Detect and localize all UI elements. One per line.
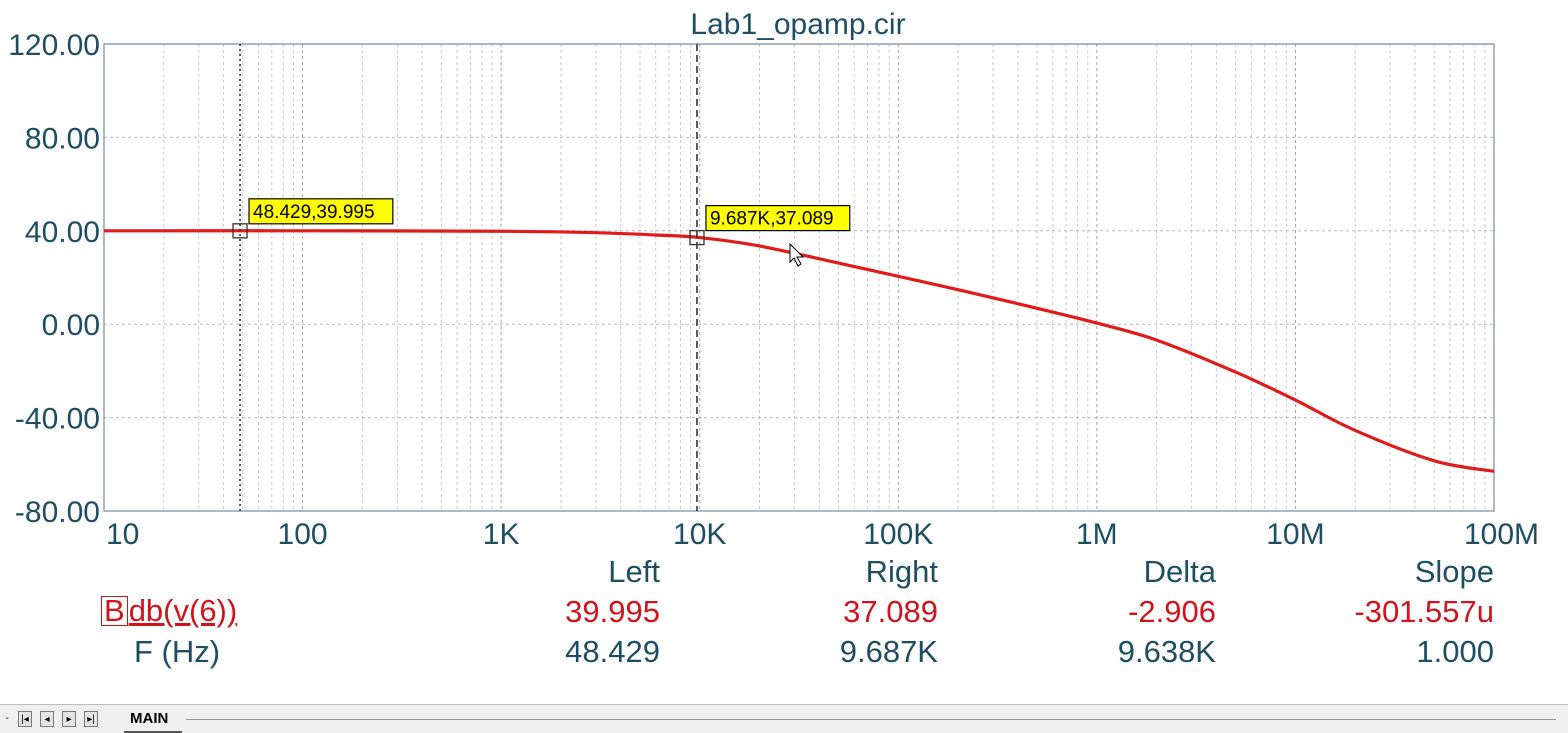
cursor-marker[interactable] [689, 229, 705, 246]
tab-bar-divider [186, 719, 1556, 720]
bode-plot: Lab1_opamp.cir 120.00 80.00 40.00 0.00 -40.0… [8, 8, 1539, 548]
cursor-value-label: 9.687K,37.089 [710, 209, 834, 230]
first-page-icon[interactable]: |◂ [18, 711, 32, 727]
plot-frame [103, 43, 1495, 512]
last-page-icon[interactable]: ▸| [84, 711, 98, 727]
x-tick-label: 10 [106, 518, 139, 548]
trace-left-value: 39.995 [565, 594, 660, 629]
trace-marker-box[interactable]: B [101, 595, 128, 626]
y-axis-ticks: 120.00 80.00 40.00 0.00 -40.00 -80.00 [8, 29, 100, 529]
mouse-pointer-icon [789, 242, 805, 267]
freq-left-value: 48.429 [565, 634, 660, 669]
freq-right-value: 9.687K [839, 634, 938, 669]
trace-slope-value: -301.557u [1354, 594, 1494, 629]
scroll-minus-icon[interactable]: - [5, 713, 9, 724]
tab-main[interactable]: MAIN [124, 707, 183, 733]
page-tab-bar: - |◂ ◂ ▸ ▸| MAIN [0, 704, 1568, 733]
series-layer [103, 229, 1495, 473]
cursor-layer[interactable]: 48.429,39.995 9.687K,37.089 [232, 44, 851, 511]
header-slope: Slope [1414, 554, 1494, 589]
header-right: Right [865, 554, 938, 589]
trace-delta-value: -2.906 [1128, 594, 1216, 629]
x-tick-label: 100M [1464, 518, 1539, 548]
y-tick-label: -80.00 [15, 496, 100, 529]
next-page-icon[interactable]: ▸ [62, 711, 76, 727]
freq-row-label: F (Hz) [134, 634, 221, 669]
cursor-value-box [705, 204, 851, 232]
x-tick-label: 100 [278, 518, 328, 548]
x-axis-ticks: 10 100 1K 10K 100K 1M 10M 100M [106, 518, 1539, 548]
header-delta: Delta [1143, 554, 1216, 589]
y-tick-label: 40.00 [25, 216, 100, 249]
prev-page-icon[interactable]: ◂ [40, 711, 54, 727]
y-tick-label: -40.00 [15, 403, 100, 436]
x-tick-label: 1K [483, 518, 520, 548]
freq-slope-value: 1.000 [1416, 634, 1494, 669]
grid [104, 44, 1494, 511]
freq-delta-value: 9.638K [1117, 634, 1216, 669]
trace-expression[interactable]: db(v(6)) [128, 593, 238, 628]
series-line-db-v-6 [103, 229, 1495, 473]
cursor-value-label: 48.429,39.995 [253, 202, 375, 223]
cursor-marker[interactable] [232, 223, 248, 239]
y-tick-label: 120.00 [8, 29, 100, 62]
y-tick-label: 0.00 [42, 309, 100, 342]
x-tick-label: 10M [1266, 518, 1324, 548]
x-tick-label: 10K [673, 518, 726, 548]
chart-title: Lab1_opamp.cir [690, 8, 905, 41]
header-left: Left [608, 554, 660, 589]
cursor-value-box [248, 198, 394, 225]
x-tick-label: 1M [1076, 518, 1118, 548]
y-tick-label: 80.00 [25, 122, 100, 155]
x-tick-label: 100K [863, 518, 933, 548]
trace-right-value: 37.089 [843, 594, 938, 629]
